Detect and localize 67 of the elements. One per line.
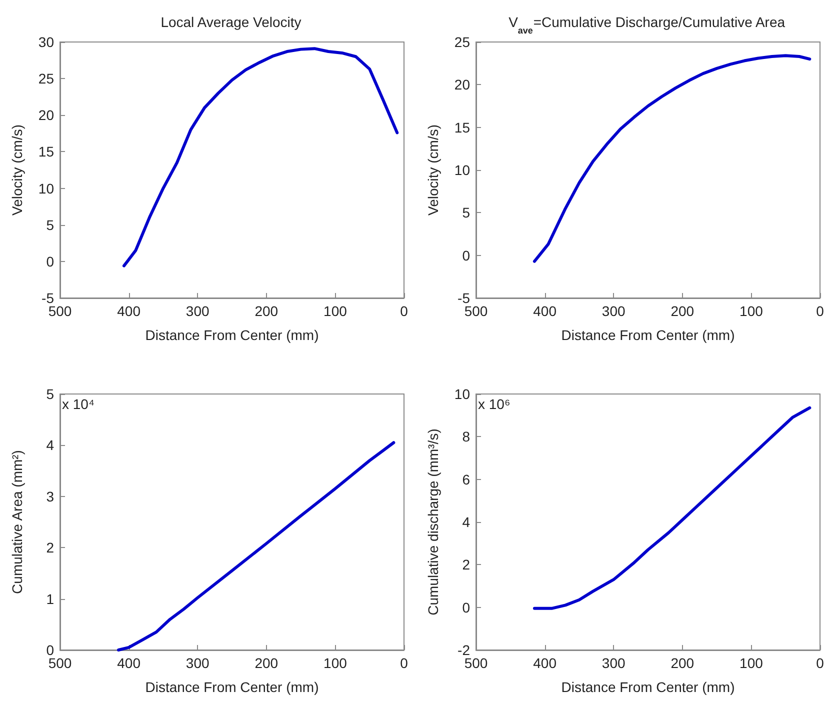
x-tick-label: 200: [670, 655, 694, 671]
y-tick-label: 0: [46, 642, 54, 658]
y-tick-label: 5: [46, 386, 54, 402]
x-tick-label: 0: [400, 655, 408, 671]
line-series: [532, 54, 812, 263]
y-tick-label: 1: [46, 590, 54, 607]
x-tick-label: 400: [117, 655, 141, 671]
annotation: x 10⁴: [62, 396, 94, 412]
x-tick-label: 500: [48, 655, 72, 671]
x-tick-label: 400: [533, 655, 557, 671]
x-tick-label: 100: [324, 303, 348, 319]
y-tick-label: 10: [454, 162, 470, 178]
x-tick-label: 300: [602, 303, 626, 319]
y-axis-title: Cumulative discharge (mm³/s): [425, 428, 441, 616]
y-tick-label: -2: [458, 642, 470, 658]
y-tick-label: 0: [462, 599, 470, 616]
y-tick-label: 25: [38, 70, 54, 87]
y-tick-label: 0: [46, 253, 54, 270]
x-tick-label: 0: [400, 303, 408, 319]
x-axis-title: Distance From Center (mm): [561, 679, 735, 695]
x-tick-label: 500: [48, 303, 72, 319]
x-axis-title: Distance From Center (mm): [145, 679, 319, 695]
x-axis-title: Distance From Center (mm): [145, 327, 319, 343]
y-tick-label: 10: [454, 386, 470, 402]
y-tick-label: 30: [38, 34, 54, 50]
y-axis-title: Velocity (cm/s): [9, 124, 25, 216]
y-tick-label: 5: [462, 204, 470, 221]
y-tick-label: 6: [462, 471, 470, 488]
x-tick-label: 200: [670, 303, 694, 319]
x-tick-label: 100: [740, 303, 764, 319]
x-tick-label: 0: [816, 303, 824, 319]
line-series: [116, 441, 396, 652]
y-tick-label: 2: [462, 556, 470, 573]
y-axis-title: Cumulative Area (mm²): [9, 450, 25, 594]
y-tick-label: 20: [38, 107, 54, 124]
y-tick-label: 20: [454, 76, 470, 93]
annotation: x 10⁶: [478, 396, 510, 412]
x-tick-label: 200: [254, 655, 278, 671]
y-tick-label: 3: [46, 488, 54, 504]
y-tick-label: 10: [38, 180, 54, 196]
x-tick-label: 300: [602, 655, 626, 671]
chart-title: Local Average Velocity: [160, 14, 302, 30]
y-tick-label: 0: [462, 247, 470, 264]
y-tick-label: 4: [462, 514, 470, 530]
y-tick-label: -5: [42, 290, 54, 306]
line-series: [122, 47, 399, 268]
y-tick-label: 15: [38, 144, 54, 160]
x-axis-title: Distance From Center (mm): [561, 327, 735, 343]
y-tick-label: 15: [454, 119, 470, 136]
y-axis-title: Velocity (cm/s): [425, 124, 441, 216]
x-tick-label: 100: [740, 655, 764, 671]
x-tick-label: 0: [816, 655, 824, 671]
y-tick-label: 5: [46, 216, 54, 233]
y-tick-label: 4: [46, 437, 54, 454]
x-tick-label: 200: [254, 303, 278, 319]
x-tick-label: 400: [533, 303, 557, 319]
x-tick-label: 300: [186, 655, 210, 671]
line-series: [532, 406, 812, 610]
x-tick-label: 500: [464, 655, 488, 671]
y-tick-label: -5: [458, 290, 470, 306]
y-tick-label: 25: [454, 34, 470, 50]
y-tick-label: 8: [462, 428, 470, 445]
y-tick-label: 2: [46, 540, 54, 556]
x-tick-label: 100: [324, 655, 348, 671]
x-tick-label: 500: [464, 303, 488, 319]
x-tick-label: 400: [117, 303, 141, 319]
x-tick-label: 300: [186, 303, 210, 319]
